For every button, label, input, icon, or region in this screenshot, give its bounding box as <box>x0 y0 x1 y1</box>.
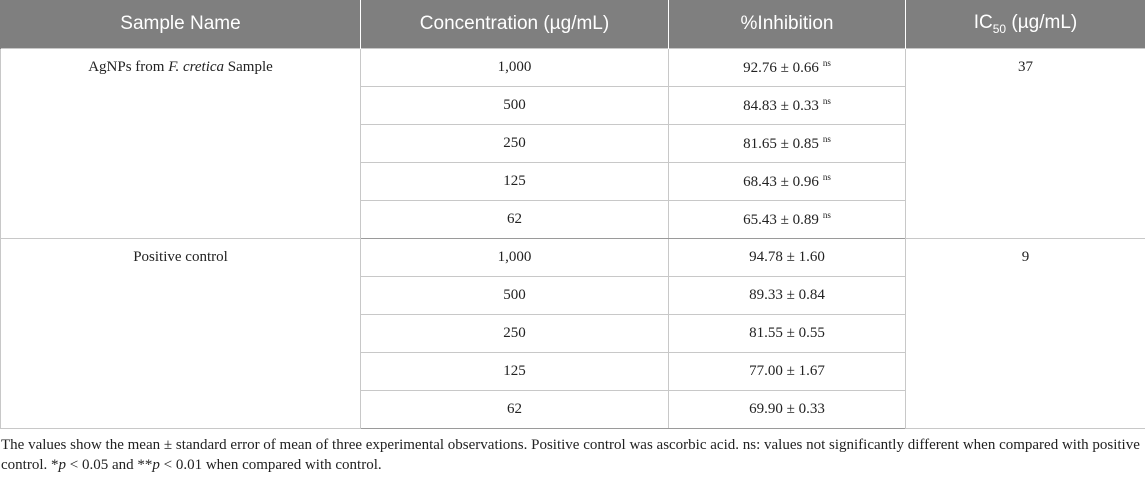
table-body: AgNPs from F. cretica Sample 1,000 92.76… <box>0 48 1145 429</box>
inhibition-value: 68.43 ± 0.96 <box>743 174 819 190</box>
concentration-cell: 500 <box>360 276 669 315</box>
header-ic50: IC50 (µg/mL) <box>905 0 1145 49</box>
inhibition-cell: 68.43 ± 0.96 ns <box>668 162 906 201</box>
inhibition-cell: 84.83 ± 0.33 ns <box>668 86 906 125</box>
footnote-p-symbol: p <box>152 457 160 473</box>
sample-name-text: Positive control <box>133 249 228 265</box>
inhibition-cell: 65.43 ± 0.89 ns <box>668 200 906 239</box>
header-ic50-subscript: 50 <box>992 21 1007 36</box>
concentration-cell: 1,000 <box>360 48 669 87</box>
table-row: AgNPs from F. cretica Sample 1,000 92.76… <box>0 48 1145 239</box>
table-row: Positive control 1,000 94.78 ± 1.60 9 <box>0 238 1145 429</box>
table-footnote: The values show the mean ± standard erro… <box>1 435 1141 475</box>
concentration-cell: 1,000 <box>360 238 669 277</box>
sample-name-cell: AgNPs from F. cretica Sample <box>0 48 361 239</box>
concentration-cell: 62 <box>360 200 669 239</box>
header-row: Sample Name Concentration (µg/mL) %Inhib… <box>0 0 1145 49</box>
header-ic50-prefix: IC <box>973 12 993 34</box>
table-row: 62 69.90 ± 0.33 <box>1 390 1145 429</box>
table-row: 500 84.83 ± 0.33 ns <box>1 86 1145 125</box>
header-inhibition: %Inhibition <box>668 0 906 49</box>
footnote-text: < 0.05 and ** <box>66 457 153 473</box>
concentration-cell: 500 <box>360 86 669 125</box>
concentration-cell: 125 <box>360 352 669 391</box>
significance-mark: ns <box>822 172 831 182</box>
inhibition-value: 84.83 ± 0.33 <box>743 98 819 114</box>
inhibition-cell: 94.78 ± 1.60 <box>668 238 906 277</box>
concentration-cell: 250 <box>360 124 669 163</box>
inhibition-cell: 77.00 ± 1.67 <box>668 352 906 391</box>
ic50-cell: 9 <box>905 238 1145 429</box>
ic50-cell: 37 <box>905 48 1145 239</box>
significance-mark: ns <box>822 210 831 220</box>
sample-name-italic: F. cretica <box>168 59 225 75</box>
sample-name-cell: Positive control <box>0 238 361 429</box>
significance-mark: ns <box>822 96 831 106</box>
table-row: 125 77.00 ± 1.67 <box>1 352 1145 391</box>
inhibition-cell: 81.65 ± 0.85 ns <box>668 124 906 163</box>
inhibition-table: Sample Name Concentration (µg/mL) %Inhib… <box>0 0 1145 429</box>
sample-name-suffix: Sample <box>224 59 273 75</box>
footnote-text: The values show the mean ± standard erro… <box>1 437 1140 473</box>
table-header: Sample Name Concentration (µg/mL) %Inhib… <box>0 0 1145 49</box>
footnote-text: < 0.01 when compared with control. <box>159 457 382 473</box>
header-sample-name: Sample Name <box>0 0 361 49</box>
inhibition-value: 92.76 ± 0.66 <box>743 60 819 76</box>
significance-mark: ns <box>822 134 831 144</box>
table-row: 500 89.33 ± 0.84 <box>1 276 1145 315</box>
sample-name-text: AgNPs from <box>88 59 169 75</box>
significance-mark: ns <box>822 58 831 68</box>
inhibition-value: 65.43 ± 0.89 <box>743 212 819 228</box>
inhibition-cell: 92.76 ± 0.66 ns <box>668 48 906 87</box>
footnote-p-symbol: p <box>58 457 67 473</box>
inhibition-cell: 89.33 ± 0.84 <box>668 276 906 315</box>
concentration-cell: 62 <box>360 390 669 429</box>
inhibition-value: 81.65 ± 0.85 <box>743 136 819 152</box>
header-concentration: Concentration (µg/mL) <box>360 0 669 49</box>
inhibition-cell: 69.90 ± 0.33 <box>668 390 906 429</box>
concentration-cell: 250 <box>360 314 669 353</box>
concentration-cell: 125 <box>360 162 669 201</box>
table-row: 125 68.43 ± 0.96 ns <box>1 162 1145 201</box>
table-row: 250 81.65 ± 0.85 ns <box>1 124 1145 163</box>
inhibition-cell: 81.55 ± 0.55 <box>668 314 906 353</box>
header-ic50-suffix: (µg/mL) <box>1006 12 1078 34</box>
